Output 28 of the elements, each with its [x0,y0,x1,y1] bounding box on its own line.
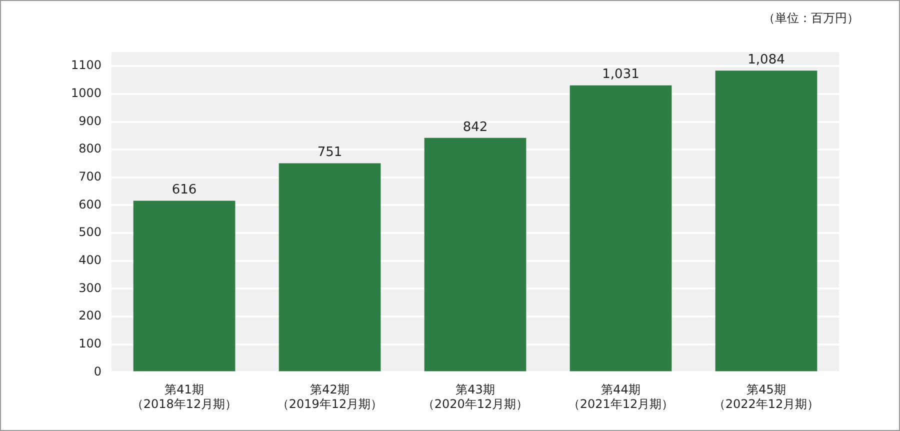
y-tick-label: 100 [78,336,102,350]
x-tick-label: 第41期（2018年12月期） [131,382,238,411]
y-tick-label: 400 [78,253,102,268]
y-tick-label: 800 [78,142,102,156]
y-tick-label: 500 [78,225,102,240]
y-tick-label: 0 [94,364,102,378]
y-tick-label: 1100 [70,58,102,72]
y-tick-label: 300 [78,280,102,295]
data-label: 842 [462,120,488,135]
x-tick-label: 第42期（2019年12月期） [276,382,383,411]
x-tick-label: 第44期（2021年12月期） [568,382,674,411]
bar [133,200,236,372]
y-tick-label: 1000 [70,86,102,100]
y-tick-label: 900 [78,114,102,128]
data-label: 751 [317,145,342,160]
y-tick-label: 200 [78,308,102,323]
bar [570,85,672,372]
x-tick-label: 第45期（2022年12月期） [713,382,820,411]
data-label: 1,031 [602,67,640,82]
bar [278,163,381,372]
bar [424,138,526,372]
text: （単位：百万円） [763,10,859,26]
bar [715,70,818,372]
y-tick-label: 700 [78,170,102,184]
data-label: 616 [172,182,197,198]
x-tick-label: 第43期（2020年12月期） [422,382,528,411]
y-tick-label: 600 [78,197,102,212]
data-label: 1,084 [748,52,785,68]
